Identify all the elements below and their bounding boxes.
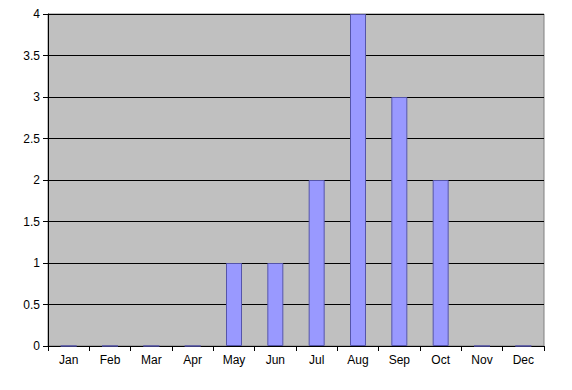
svg-text:2.5: 2.5	[23, 132, 40, 146]
svg-text:May: May	[223, 353, 246, 367]
svg-text:Dec: Dec	[513, 353, 534, 367]
svg-text:3: 3	[33, 90, 40, 104]
svg-text:0.5: 0.5	[23, 298, 40, 312]
svg-text:Jun: Jun	[266, 353, 285, 367]
svg-text:Jul: Jul	[309, 353, 324, 367]
svg-text:4: 4	[33, 7, 40, 21]
svg-text:Sep: Sep	[389, 353, 411, 367]
svg-text:2: 2	[33, 173, 40, 187]
svg-text:1: 1	[33, 256, 40, 270]
svg-text:Nov: Nov	[471, 353, 492, 367]
svg-text:Oct: Oct	[431, 353, 450, 367]
svg-text:Aug: Aug	[347, 353, 368, 367]
svg-text:Jan: Jan	[59, 353, 78, 367]
svg-text:Apr: Apr	[183, 353, 202, 367]
svg-text:0: 0	[33, 339, 40, 353]
svg-text:Mar: Mar	[141, 353, 162, 367]
svg-text:3.5: 3.5	[23, 49, 40, 63]
svg-text:1.5: 1.5	[23, 215, 40, 229]
svg-text:Feb: Feb	[100, 353, 121, 367]
